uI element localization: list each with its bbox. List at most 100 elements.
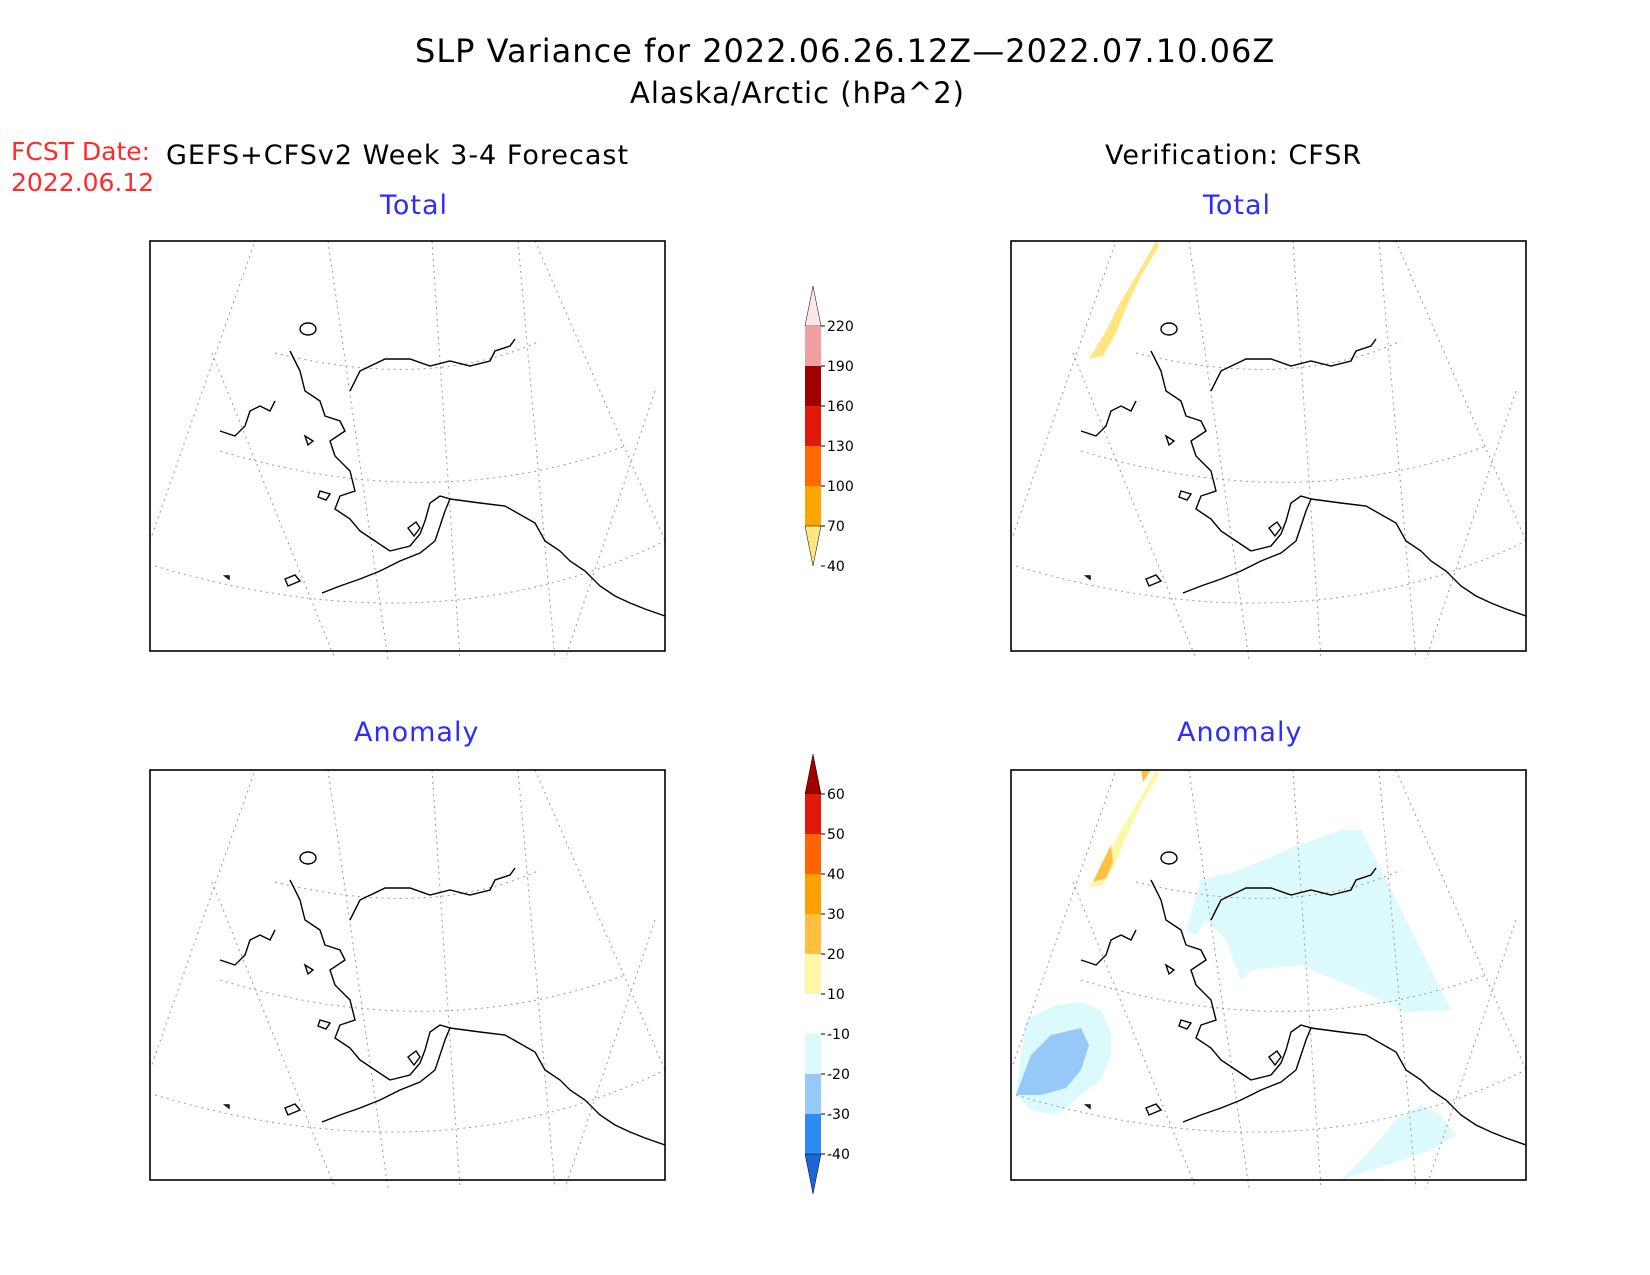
island: [1268, 520, 1282, 538]
graticule-line: [1080, 445, 1487, 483]
coastline-segment: [1310, 1027, 1527, 1146]
island: [1145, 574, 1163, 587]
coastline-segment: [349, 338, 516, 392]
shaded-region: [1089, 770, 1159, 888]
graticule-edge: [1010, 769, 1527, 1071]
colorbar-swatch: [804, 285, 822, 327]
colorbar-label: 30: [827, 907, 845, 923]
coastline-segment: [349, 867, 516, 921]
island: [299, 851, 317, 865]
graticule-edge: [1010, 240, 1527, 542]
anomaly-colorbar: 60 50 40 30 20 10 -10 -20 -30 -40: [804, 753, 850, 1195]
graticule-line: [154, 540, 666, 604]
graticule-edge: [149, 769, 666, 1071]
map-frame: [149, 769, 666, 1181]
colorbar-label: 190: [827, 359, 854, 375]
coastline-segment: [289, 879, 391, 1081]
map-frame: [1010, 240, 1527, 652]
colorbar-swatch: [805, 486, 821, 526]
colorbar-swatch: [805, 326, 821, 366]
shaded-region: [1186, 830, 1451, 1012]
coastline: [219, 322, 666, 617]
graticule-line: [274, 340, 541, 370]
shaded-region: [1141, 770, 1151, 782]
shaded-region: [1016, 1028, 1089, 1095]
island: [284, 1103, 302, 1116]
island: [1083, 1104, 1091, 1110]
coastline-segment: [321, 495, 451, 594]
island: [284, 574, 302, 587]
graticule-line: [219, 445, 626, 483]
coastline-segment: [1210, 867, 1377, 921]
graticule-line: [274, 869, 541, 899]
forecast-total-title: Total: [380, 190, 449, 221]
coastline-segment: [1182, 495, 1312, 594]
verification-total-map: [1010, 240, 1527, 660]
coastline-segment: [449, 1027, 666, 1146]
verification-heading: Verification: CFSR: [1105, 140, 1363, 171]
coastline-segment: [321, 1024, 451, 1123]
colorbar-label: 160: [827, 399, 854, 415]
fcst-date-value: 2022.06.12: [11, 168, 155, 197]
island: [1164, 963, 1176, 976]
graticule-line: [327, 769, 389, 1189]
island: [317, 1019, 332, 1030]
graticule-line: [1292, 240, 1322, 660]
colorbar-label: 220: [827, 319, 854, 335]
graticule: [149, 240, 666, 660]
forecast-anomaly-map: [149, 769, 666, 1189]
colorbar-swatch: [805, 914, 821, 954]
graticule: [1010, 240, 1527, 660]
colorbar-label: 40: [827, 867, 845, 883]
colorbar-label: 50: [827, 827, 845, 843]
coastline: [1080, 851, 1527, 1146]
coastline-segment: [1150, 350, 1252, 552]
coastline-segment: [219, 400, 276, 437]
graticule-line: [1378, 769, 1417, 1189]
coastline-segment: [1182, 1024, 1312, 1123]
colorbar-swatch: [804, 753, 822, 795]
colorbar-swatch: [805, 874, 821, 914]
shaded-region: [1089, 241, 1159, 359]
graticule-line: [1292, 769, 1322, 1189]
graticule-line: [154, 1069, 666, 1133]
verification-total-title: Total: [1203, 190, 1272, 221]
graticule-line: [327, 240, 389, 660]
graticule-line: [564, 919, 656, 1189]
island: [222, 1104, 230, 1110]
fcst-date-label: FCST Date:: [11, 137, 151, 166]
colorbar-label: 60: [827, 787, 845, 803]
colorbar-label: 130: [827, 439, 854, 455]
island: [1178, 1019, 1193, 1030]
shaded-region: [1341, 1105, 1456, 1180]
coastline-segment: [1210, 338, 1377, 392]
coastline: [1080, 322, 1527, 617]
page-subtitle: Alaska/Arctic (hPa^2): [630, 76, 965, 110]
colorbar-swatch: [805, 954, 821, 994]
graticule-line: [1188, 769, 1250, 1189]
coastline-segment: [1150, 879, 1252, 1081]
coastline-segment: [1310, 498, 1527, 617]
page-title: SLP Variance for 2022.06.26.12Z—2022.07.…: [415, 32, 1276, 70]
forecast-total-map: [149, 240, 666, 660]
island: [303, 963, 315, 976]
colorbar-swatch: [805, 1114, 821, 1154]
colorbar-label: 70: [827, 519, 845, 535]
coastline: [219, 851, 666, 1146]
graticule: [1010, 769, 1527, 1189]
colorbar-label: -10: [827, 1027, 850, 1043]
map-frame: [1010, 769, 1527, 1181]
graticule: [149, 769, 666, 1189]
colorbar-label: 100: [827, 479, 854, 495]
graticule-line: [1188, 240, 1250, 660]
coastline-segment: [449, 498, 666, 617]
coastline-segment: [1080, 929, 1137, 966]
colorbar-swatch: [805, 1074, 821, 1114]
colorbar-label: 40: [827, 559, 845, 575]
graticule-line: [1425, 919, 1517, 1189]
graticule-line: [1072, 881, 1197, 1189]
colorbar-swatch: [805, 834, 821, 874]
graticule-line: [1378, 240, 1417, 660]
island: [1178, 490, 1193, 501]
colorbar-swatch: [804, 525, 822, 567]
